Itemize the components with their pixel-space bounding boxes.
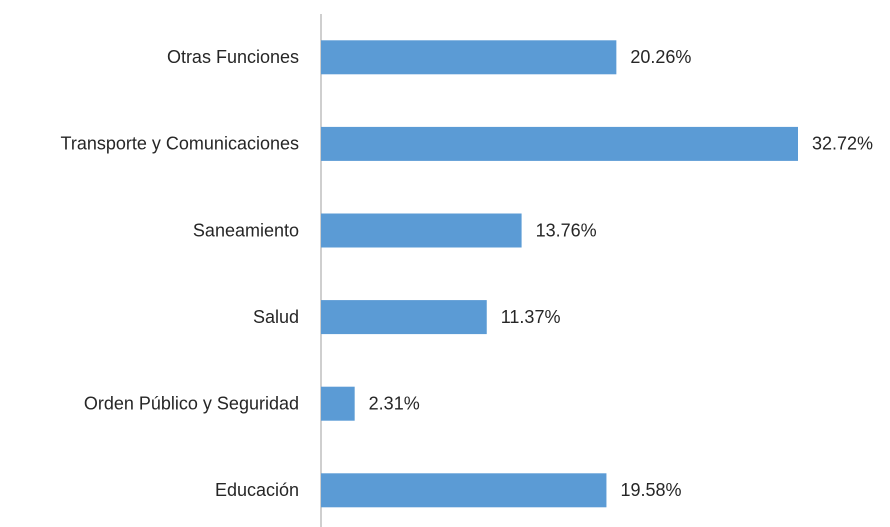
bar <box>321 40 617 75</box>
bar <box>321 213 522 248</box>
bar <box>321 386 355 421</box>
y-tick-label: Otras Funciones <box>167 47 299 67</box>
y-tick-label: Orden Público y Seguridad <box>84 393 299 413</box>
bar <box>321 300 487 335</box>
data-label: 2.31% <box>369 393 420 413</box>
data-label: 19.58% <box>620 480 681 500</box>
y-tick-label: Saneamiento <box>193 220 299 240</box>
data-label: 20.26% <box>630 47 691 67</box>
bar <box>321 126 798 161</box>
y-tick-label: Educación <box>215 480 299 500</box>
bar <box>321 473 607 508</box>
data-label: 13.76% <box>536 220 597 240</box>
data-label: 32.72% <box>812 134 873 154</box>
y-tick-label: Salud <box>253 307 299 327</box>
y-tick-label: Transporte y Comunicaciones <box>61 134 299 154</box>
data-label: 11.37% <box>501 307 561 327</box>
